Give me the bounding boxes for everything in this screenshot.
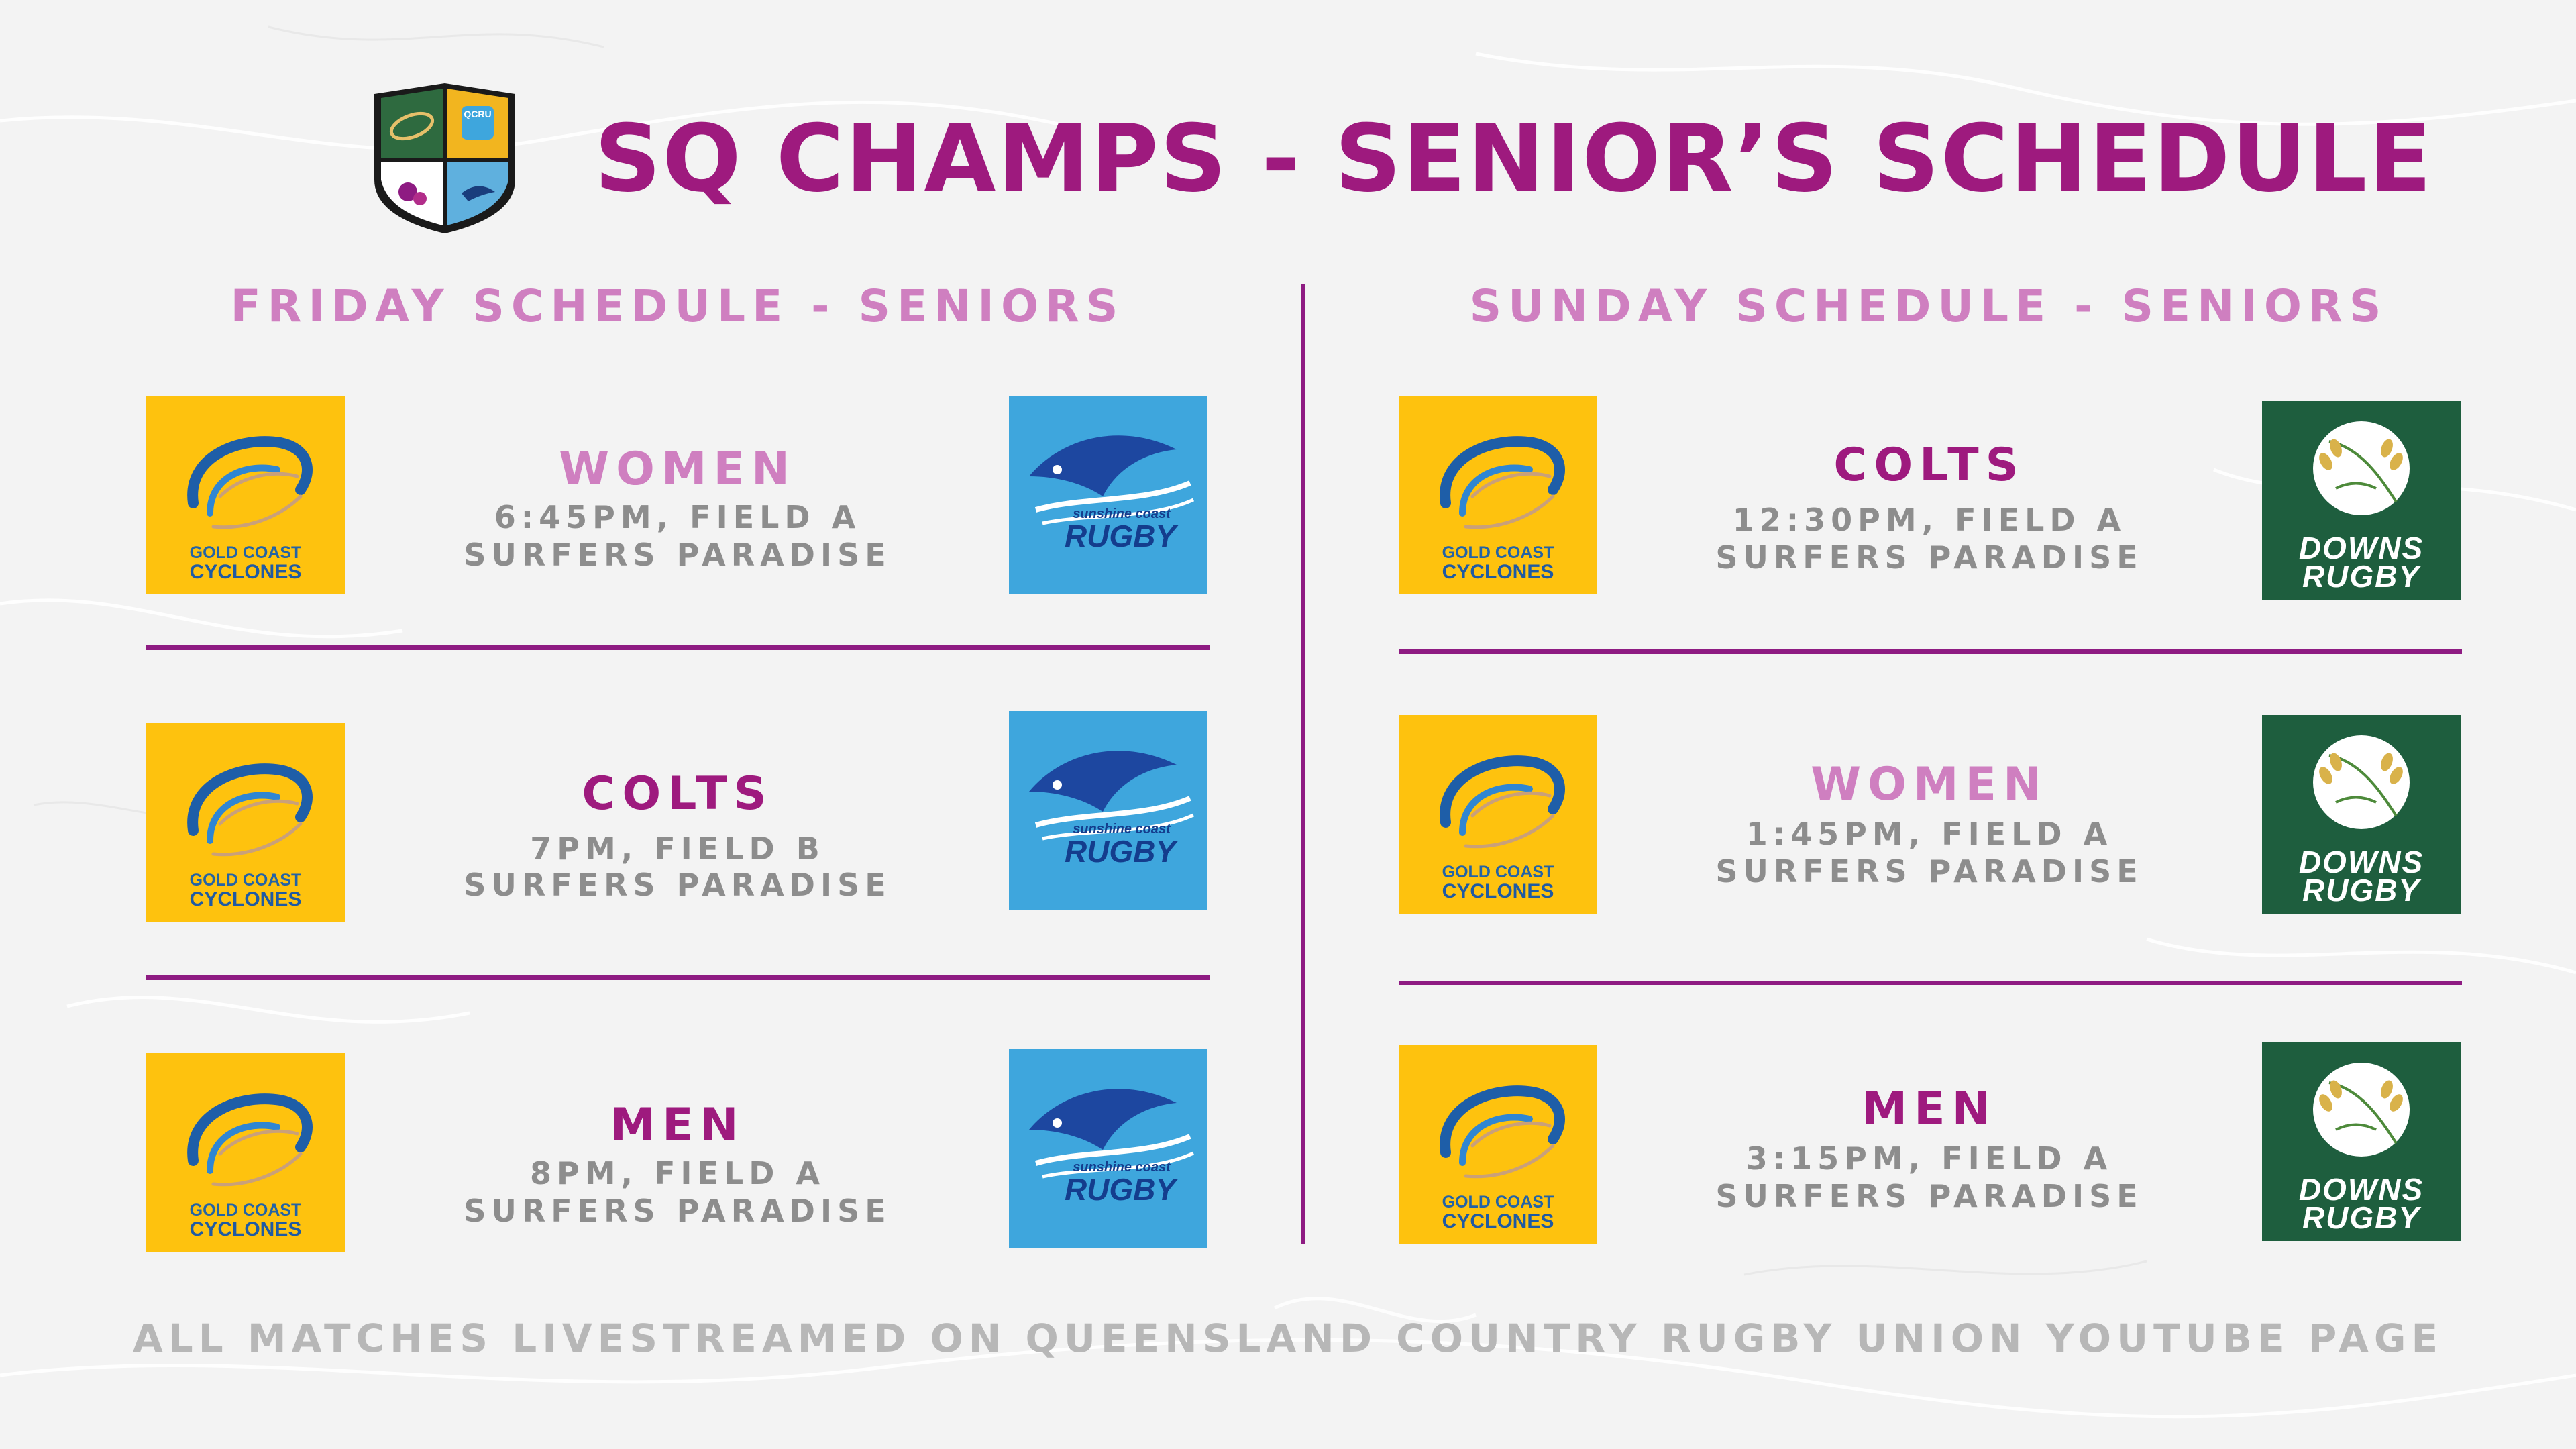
gc-logo-line2: CYCLONES <box>1442 880 1554 902</box>
gc-logo-line1: GOLD COAST <box>1442 1193 1554 1212</box>
sc-logo-line1: sunshine coast <box>1073 1160 1171 1175</box>
gc-logo-line1: GOLD COAST <box>189 871 302 890</box>
gc-logo-line2: CYCLONES <box>189 561 302 583</box>
sunday-row-divider <box>1399 649 2462 654</box>
downs-rugby-logo: DOWNS RUGBY <box>2262 401 2461 600</box>
downs-rugby-logo: DOWNS RUGBY <box>2262 1042 2461 1241</box>
match-time: 8PM, FIELD A <box>529 1155 826 1191</box>
downs-logo-line1: DOWNS <box>2298 845 2424 879</box>
match-category: COLTS <box>1833 439 2025 492</box>
match-category: WOMEN <box>1811 758 2048 811</box>
sc-logo-line2: RUGBY <box>1064 519 1177 553</box>
match-category: WOMEN <box>559 443 796 496</box>
downs-rugby-logo: DOWNS RUGBY <box>2262 715 2461 914</box>
sunshine-coast-rugby-logo: sunshine coast RUGBY <box>1009 711 1208 910</box>
match-venue: SURFERS PARADISE <box>464 1193 892 1229</box>
gold-coast-cyclones-logo: GOLD COAST CYCLONES <box>1399 396 1597 594</box>
friday-row-divider <box>146 645 1210 650</box>
match-time: 7PM, FIELD B <box>530 830 825 867</box>
match-venue: SURFERS PARADISE <box>1715 853 2143 890</box>
downs-logo-line2: RUGBY <box>2302 1200 2421 1235</box>
gc-logo-line2: CYCLONES <box>189 888 302 910</box>
match-category: MEN <box>1862 1083 1997 1136</box>
crest-banner-text: QCRU <box>464 109 492 119</box>
sunday-row-divider <box>1399 981 2462 985</box>
sc-logo-line2: RUGBY <box>1064 1172 1177 1207</box>
match-time: 12:30PM, FIELD A <box>1732 502 2127 538</box>
gold-coast-cyclones-logo: GOLD COAST CYCLONES <box>146 723 345 922</box>
gc-logo-line1: GOLD COAST <box>1442 543 1554 562</box>
sc-logo-line1: sunshine coast <box>1073 822 1171 837</box>
downs-logo-line1: DOWNS <box>2298 531 2424 566</box>
match-time: 6:45PM, FIELD A <box>494 499 861 535</box>
gc-logo-line1: GOLD COAST <box>189 1201 302 1220</box>
friday-row-divider <box>146 975 1210 980</box>
match-category: COLTS <box>582 767 773 820</box>
downs-logo-line1: DOWNS <box>2298 1172 2424 1207</box>
gold-coast-cyclones-logo: GOLD COAST CYCLONES <box>146 1053 345 1252</box>
column-divider <box>1301 284 1305 1244</box>
gold-coast-cyclones-logo: GOLD COAST CYCLONES <box>146 396 345 594</box>
gc-logo-line2: CYCLONES <box>1442 561 1554 583</box>
gold-coast-cyclones-logo: GOLD COAST CYCLONES <box>1399 715 1597 914</box>
gold-coast-cyclones-logo: GOLD COAST CYCLONES <box>1399 1045 1597 1244</box>
sc-logo-line1: sunshine coast <box>1073 506 1171 521</box>
match-venue: SURFERS PARADISE <box>464 867 892 903</box>
gc-logo-line1: GOLD COAST <box>1442 863 1554 881</box>
match-venue: SURFERS PARADISE <box>1715 1178 2143 1214</box>
friday-heading: FRIDAY SCHEDULE - SENIORS <box>230 280 1125 332</box>
match-time: 3:15PM, FIELD A <box>1746 1140 2113 1177</box>
livestream-footer: ALL MATCHES LIVESTREAMED ON QUEENSLAND C… <box>132 1316 2444 1361</box>
qcru-crest-logo: QCRU <box>368 79 522 237</box>
match-venue: SURFERS PARADISE <box>1715 539 2143 576</box>
match-venue: SURFERS PARADISE <box>464 537 892 573</box>
match-category: MEN <box>610 1099 745 1152</box>
sunshine-coast-rugby-logo: sunshine coast RUGBY <box>1009 396 1208 594</box>
page-title: SQ CHAMPS - SENIOR’S SCHEDULE <box>594 105 2433 213</box>
sunday-heading: SUNDAY SCHEDULE - SENIORS <box>1469 280 2388 332</box>
sc-logo-line2: RUGBY <box>1064 834 1177 869</box>
gc-logo-line1: GOLD COAST <box>189 543 302 562</box>
sunshine-coast-rugby-logo: sunshine coast RUGBY <box>1009 1049 1208 1248</box>
downs-logo-line2: RUGBY <box>2302 559 2421 594</box>
gc-logo-line2: CYCLONES <box>189 1218 302 1240</box>
gc-logo-line2: CYCLONES <box>1442 1210 1554 1232</box>
match-time: 1:45PM, FIELD A <box>1746 816 2113 852</box>
downs-logo-line2: RUGBY <box>2302 873 2421 908</box>
